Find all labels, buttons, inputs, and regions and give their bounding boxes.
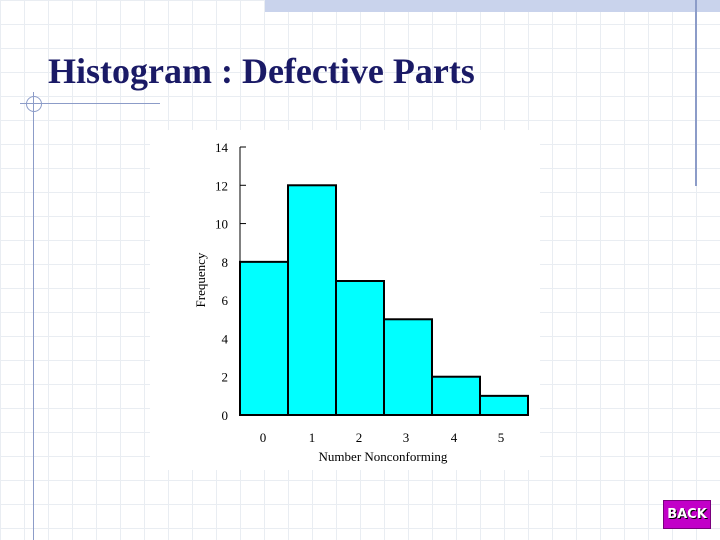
x-tick-label: 1 <box>309 430 316 445</box>
title-underline <box>20 103 160 104</box>
corner-ring-ornament <box>26 96 42 112</box>
slide-title: Histogram : Defective Parts <box>48 51 475 91</box>
x-tick-label: 4 <box>451 430 458 445</box>
histogram-bar <box>239 260 289 416</box>
histogram-bar <box>383 318 433 416</box>
y-tick-label: 12 <box>215 178 228 193</box>
x-axis-label: Number Nonconforming <box>319 449 448 464</box>
histogram-bar <box>431 375 481 417</box>
x-tick-label: 5 <box>498 430 505 445</box>
bars <box>239 184 529 417</box>
y-tick-label: 8 <box>222 255 229 270</box>
x-axis: 0 1 2 3 4 5 <box>260 430 505 445</box>
left-accent-rule <box>33 92 34 540</box>
y-tick-label: 2 <box>222 370 229 385</box>
y-tick-label: 4 <box>222 331 229 346</box>
y-tick-label: 6 <box>222 293 229 308</box>
y-tick-label: 10 <box>215 217 228 232</box>
y-tick-label: 0 <box>222 408 229 423</box>
y-axis-label: Frequency <box>193 252 208 307</box>
right-accent-rule <box>695 0 697 186</box>
x-tick-label: 0 <box>260 430 267 445</box>
x-tick-label: 3 <box>403 430 410 445</box>
histogram-bar <box>335 280 385 416</box>
histogram-bar <box>287 184 337 416</box>
top-accent-bar <box>265 0 720 12</box>
histogram-bar <box>479 394 529 417</box>
x-tick-label: 2 <box>356 430 363 445</box>
y-tick-label: 14 <box>215 140 229 155</box>
back-button[interactable]: BACK <box>663 500 711 529</box>
